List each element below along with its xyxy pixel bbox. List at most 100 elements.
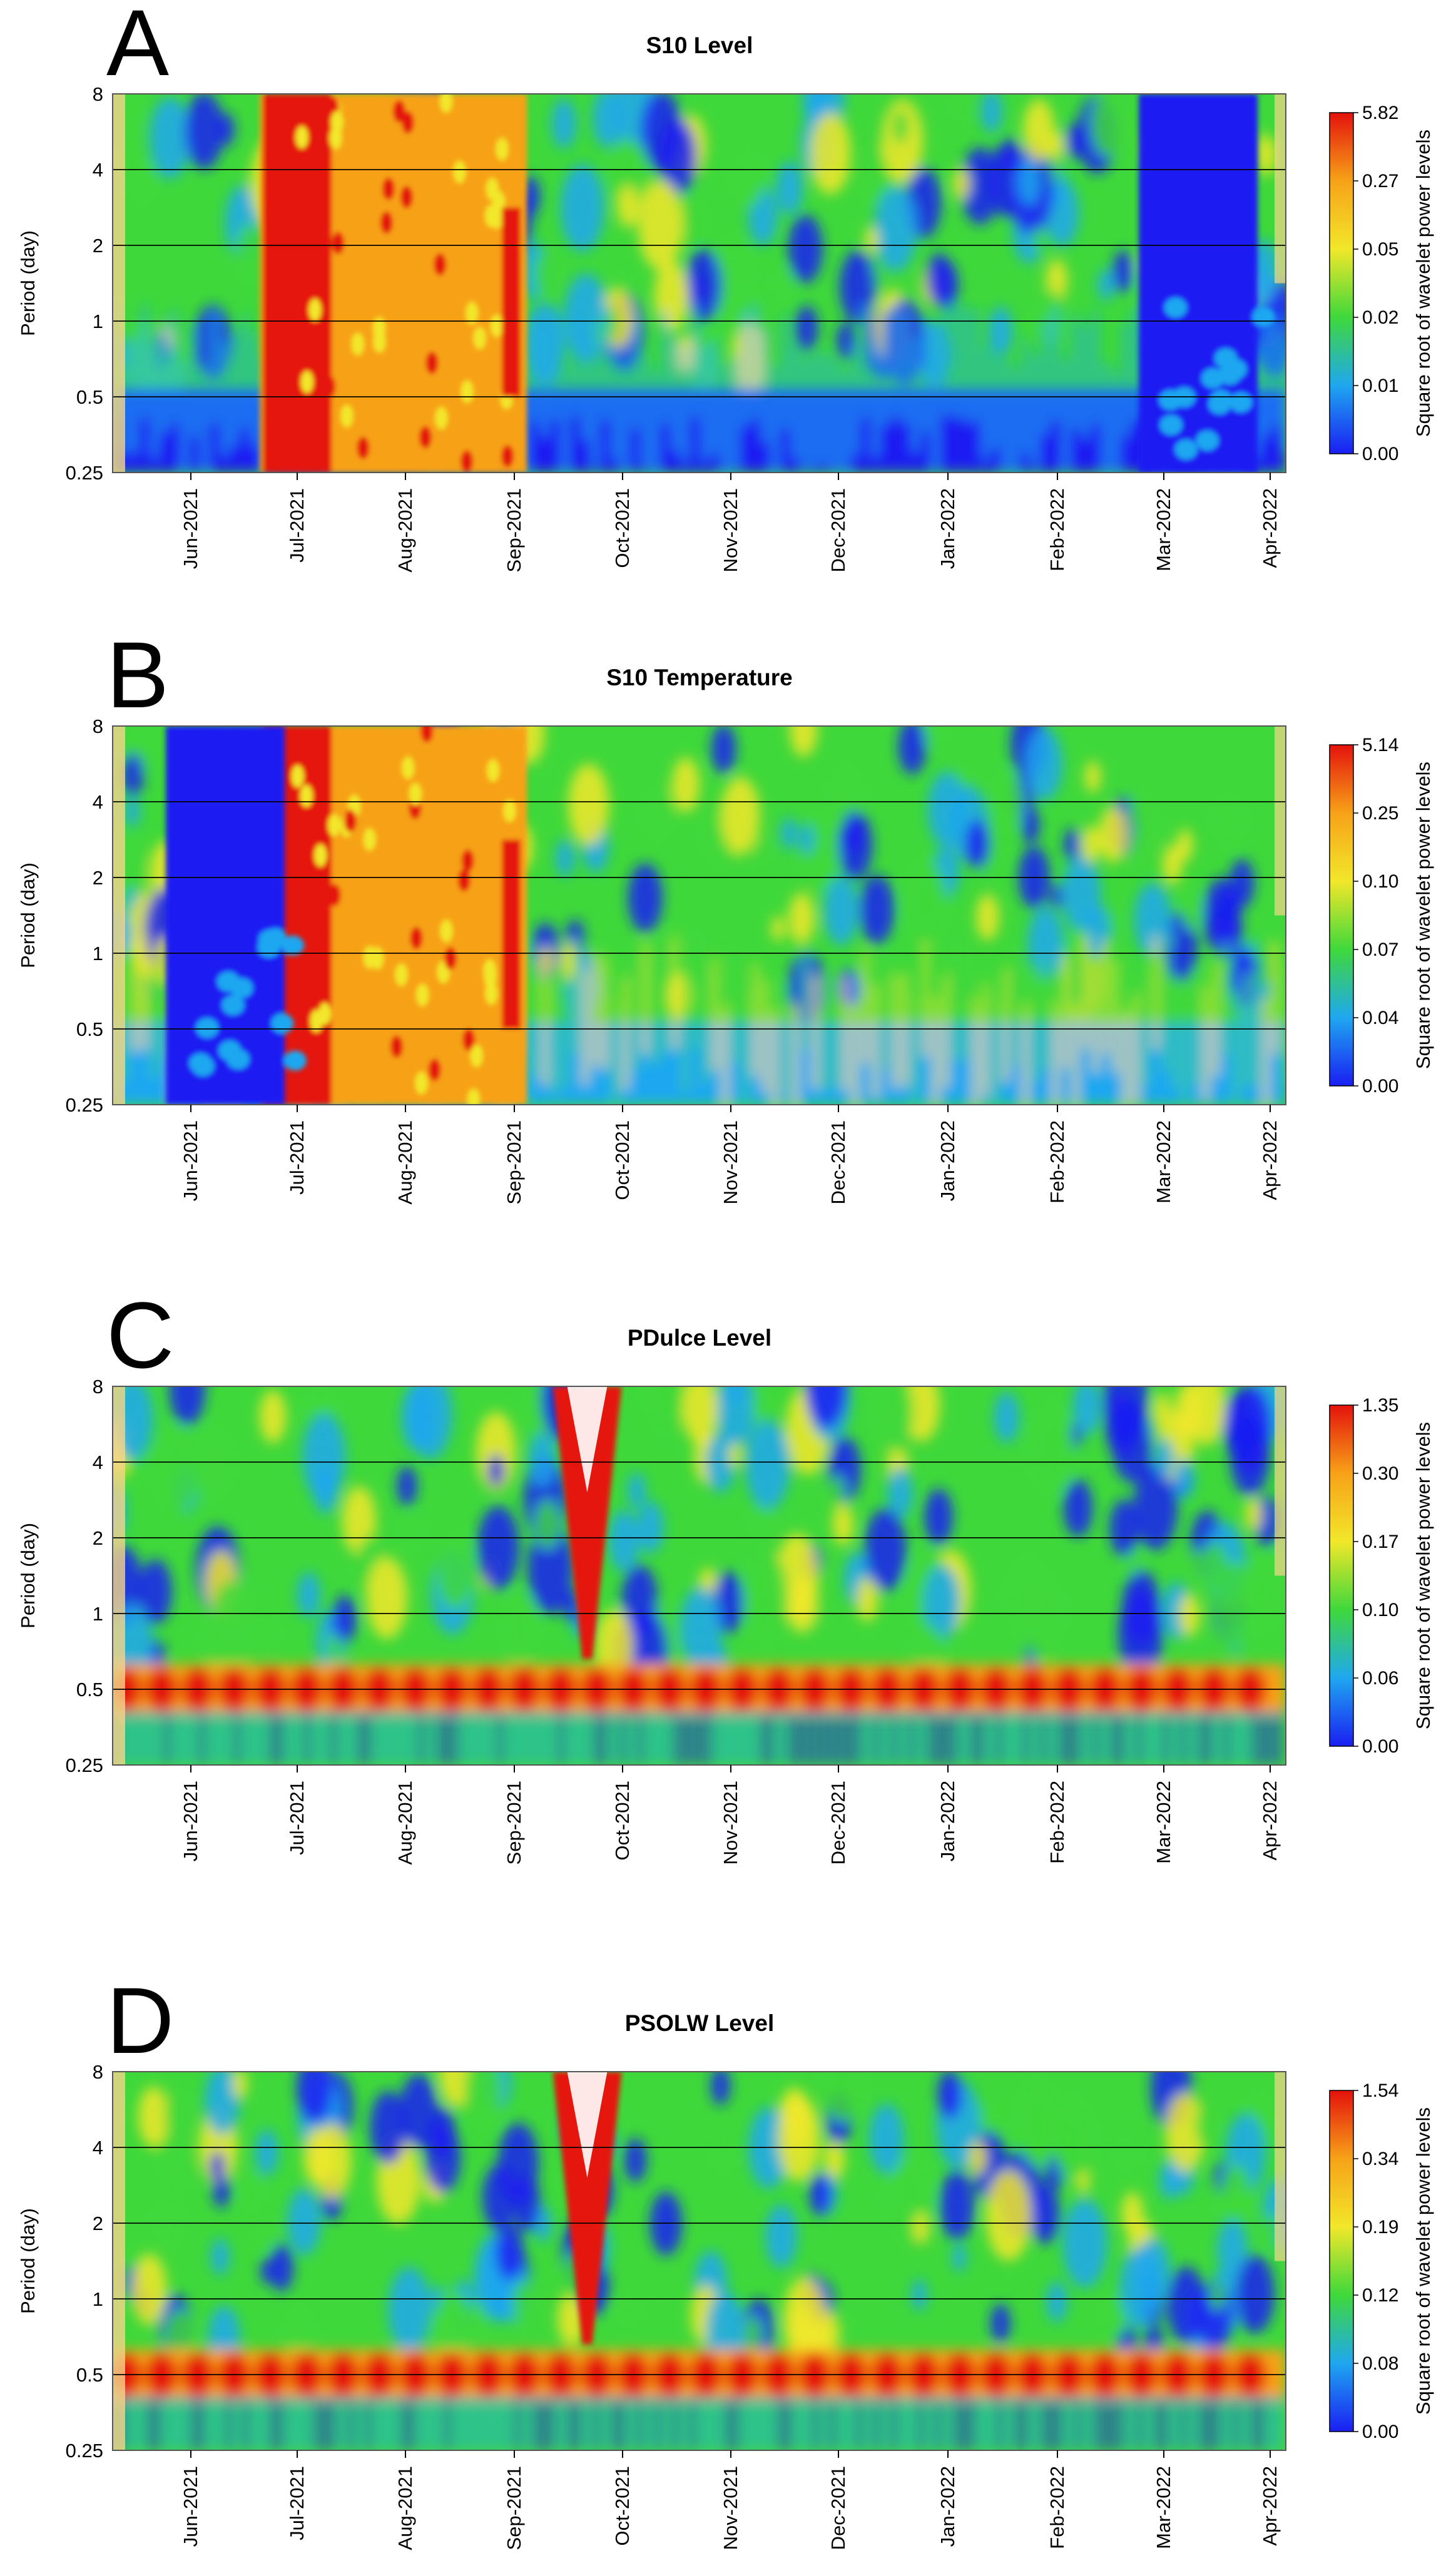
x-tick-label: Aug-2021 <box>394 1781 416 1865</box>
x-tick-label: Apr-2022 <box>1259 488 1281 568</box>
x-tick-label: Jul-2021 <box>286 2466 308 2540</box>
colorbar-tick-label: 1.35 <box>1362 1395 1398 1416</box>
x-tick-label: Nov-2021 <box>720 1781 741 1865</box>
y-tick-label: 0.25 <box>66 1094 103 1116</box>
low-power-region <box>1139 94 1275 473</box>
high-power-region <box>552 2072 622 2345</box>
x-tick-label: Nov-2021 <box>720 1120 741 1204</box>
y-tick-label: 8 <box>93 715 103 737</box>
x-tick-label: Oct-2021 <box>611 1781 633 1861</box>
colorbar-tick-label: 0.06 <box>1362 1668 1398 1689</box>
heatmap-plot <box>113 94 1286 473</box>
x-tick-label: Jun-2021 <box>180 2466 201 2547</box>
colorbar-tick-label: 0.05 <box>1362 239 1398 260</box>
coi-right <box>1275 2072 1286 2261</box>
colorbar-tick-label: 5.14 <box>1362 735 1398 755</box>
heatmap-plot <box>113 2072 1286 2450</box>
y-tick-label: 1 <box>93 2288 103 2310</box>
x-tick-label: Nov-2021 <box>720 488 741 572</box>
panel-a: A S10 Level 8 4 2 1 0.5 0.25 Period (day) Jun-202… <box>17 0 1434 572</box>
y-tick-label: 4 <box>93 791 103 813</box>
colorbar-tick-label: 0.25 <box>1362 803 1398 824</box>
x-tick-label: Dec-2021 <box>827 1120 849 1204</box>
colorbar-tick-label: 0.04 <box>1362 1008 1398 1028</box>
y-tick-label: 2 <box>93 867 103 889</box>
x-tick-label: Nov-2021 <box>720 2466 741 2550</box>
coi-left <box>113 2072 125 2450</box>
panel-title: S10 Level <box>646 33 753 58</box>
colorbar-tick-label: 0.07 <box>1362 939 1398 960</box>
colorbar-label: Square root of wavelet power levels <box>1412 2107 1434 2415</box>
colorbar-tick-label: 0.02 <box>1362 307 1398 328</box>
colorbar-tick-label: 0.08 <box>1362 2353 1398 2374</box>
x-tick-label: Apr-2022 <box>1259 1120 1281 1200</box>
y-tick-label: 1 <box>93 943 103 964</box>
x-tick-label: Aug-2021 <box>394 488 416 572</box>
x-tick-label: Sep-2021 <box>503 1781 525 1865</box>
x-tick-label: Jun-2021 <box>180 1781 201 1861</box>
panel-title: S10 Temperature <box>606 665 793 690</box>
panel-letter: D <box>106 1968 174 2073</box>
panel-letter: A <box>106 0 169 95</box>
x-tick-label: Jun-2021 <box>180 488 201 569</box>
y-axis-label: Period (day) <box>17 2208 39 2314</box>
y-tick-label: 4 <box>93 2137 103 2159</box>
colorbar-tick-label: 0.30 <box>1362 1463 1398 1484</box>
y-tick-label: 0.25 <box>66 462 103 484</box>
y-tick-label: 4 <box>93 1451 103 1473</box>
x-tick-label: Feb-2022 <box>1046 1120 1068 1204</box>
x-tick-label: Jul-2021 <box>286 488 308 563</box>
x-tick-label: Apr-2022 <box>1259 1781 1281 1861</box>
heatmap-plot <box>113 726 1286 1105</box>
colorbar-tick-label: 0.00 <box>1362 444 1398 464</box>
panel-letter: C <box>106 1282 174 1388</box>
coi-left <box>113 1386 125 1765</box>
y-tick-label: 8 <box>93 83 103 105</box>
y-axis-label: Period (day) <box>17 1523 39 1629</box>
plot-frame <box>112 93 1286 473</box>
colorbar-tick-label: 0.00 <box>1362 2422 1398 2442</box>
panel-d: D PSOLW Level 8 4 2 1 0.5 0.25 Period (day) Jun-2… <box>17 1968 1434 2550</box>
low-power-region <box>166 726 307 1105</box>
x-tick-label: Sep-2021 <box>503 488 525 572</box>
colorbar-label: Square root of wavelet power levels <box>1412 762 1434 1069</box>
colorbar-tick-label: 5.82 <box>1362 103 1398 123</box>
panel-c: C PDulce Level 8 4 2 1 0.5 0.25 Period (day) Jun-… <box>17 1282 1434 1865</box>
colorbar-label: Square root of wavelet power levels <box>1412 130 1434 437</box>
high-power-region <box>260 94 527 473</box>
colorbar-tick-label: 0.34 <box>1362 2149 1398 2169</box>
panel-b: B S10 Temperature 8 4 2 1 0.5 0.25 Period (day) J… <box>17 622 1434 1204</box>
x-tick-label: Jan-2022 <box>937 488 959 569</box>
y-tick-label: 1 <box>93 310 103 332</box>
x-tick-label: Mar-2022 <box>1153 2466 1174 2549</box>
colorbar-tick-label: 0.01 <box>1362 376 1398 396</box>
panel-letter: B <box>106 622 169 727</box>
x-tick-label: Oct-2021 <box>611 1120 633 1200</box>
x-tick-label: Apr-2022 <box>1259 2466 1281 2546</box>
coi-left <box>113 94 125 473</box>
x-tick-label: Dec-2021 <box>827 488 849 572</box>
x-tick-label: Mar-2022 <box>1153 1781 1174 1864</box>
plot-frame <box>112 2071 1286 2451</box>
y-tick-label: 0.5 <box>76 1679 103 1701</box>
x-tick-label: Feb-2022 <box>1046 1781 1068 1864</box>
colorbar-tick-label: 1.54 <box>1362 2080 1398 2101</box>
plot-frame <box>112 1386 1286 1766</box>
colorbar-tick-label: 0.00 <box>1362 1076 1398 1097</box>
x-tick-label: Oct-2021 <box>611 2466 633 2546</box>
y-tick-label: 0.5 <box>76 1018 103 1040</box>
x-tick-label: Jul-2021 <box>286 1120 308 1195</box>
y-tick-label: 2 <box>93 2212 103 2234</box>
colorbar-label: Square root of wavelet power levels <box>1412 1422 1434 1729</box>
x-tick-label: Feb-2022 <box>1046 2466 1068 2549</box>
x-tick-label: Sep-2021 <box>503 2466 525 2550</box>
coi-right <box>1275 94 1286 284</box>
x-tick-label: Jul-2021 <box>286 1781 308 1855</box>
plot-frame <box>112 725 1286 1105</box>
colorbar-tick-label: 0.27 <box>1362 171 1398 192</box>
y-tick-label: 0.5 <box>76 2364 103 2386</box>
y-tick-label: 0.25 <box>66 1754 103 1776</box>
coi-left <box>113 726 125 1105</box>
y-tick-label: 1 <box>93 1603 103 1625</box>
x-tick-label: Feb-2022 <box>1046 488 1068 571</box>
